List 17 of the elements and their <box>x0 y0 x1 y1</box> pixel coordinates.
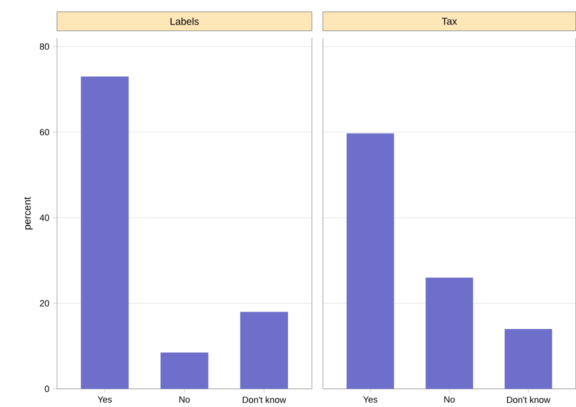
x-tick-label: No <box>179 396 190 403</box>
x-tick-label: Yes <box>98 396 112 403</box>
x-tick-label: Don't know <box>242 396 286 404</box>
chart-title: Labels <box>170 18 199 26</box>
bar <box>160 352 208 389</box>
y-tick-label: 40 <box>40 214 50 221</box>
y-axis-title: percent <box>24 196 33 230</box>
bar <box>80 76 129 389</box>
y-tick-label: 0 <box>44 386 50 392</box>
bar <box>240 312 288 389</box>
y-tick-label: 80 <box>40 43 50 50</box>
y-tick-label: 60 <box>40 129 50 136</box>
x-tick-label: Don't know <box>507 396 550 404</box>
y-tick-label: 20 <box>40 300 50 307</box>
x-tick-label: Yes <box>363 396 378 403</box>
x-tick-label: No <box>444 396 455 403</box>
chart-title: Tax <box>442 18 457 25</box>
